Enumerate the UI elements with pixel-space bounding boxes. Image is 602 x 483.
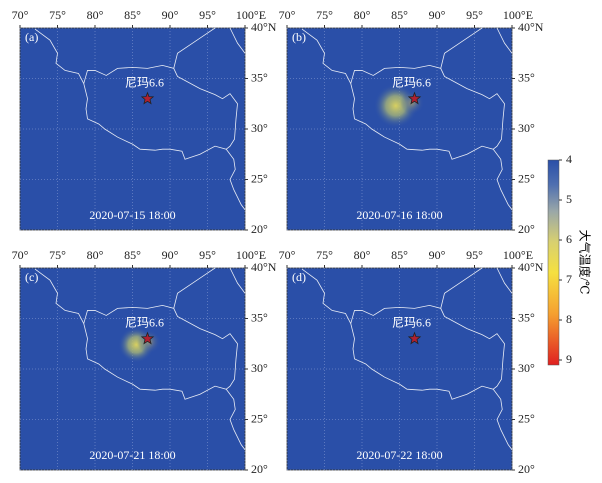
colorbar-label: 4 <box>566 152 572 166</box>
lat-label: 30° <box>518 121 535 135</box>
colorbar-title: 大气温度/℃ <box>577 230 592 295</box>
lon-label: 80° <box>87 8 104 22</box>
station-marker <box>140 331 155 345</box>
lat-label: 30° <box>518 361 535 375</box>
lon-label: 95° <box>466 248 483 262</box>
boundary <box>350 304 505 390</box>
lon-label: 85° <box>391 248 408 262</box>
lon-label: 85° <box>124 248 141 262</box>
lat-label: 20° <box>518 222 535 236</box>
date-label: 2020-07-21 18:00 <box>89 448 175 462</box>
colorbar-label: 6 <box>566 232 572 246</box>
lon-label: 70° <box>12 8 29 22</box>
lon-label: 80° <box>354 248 371 262</box>
date-label: 2020-07-16 18:00 <box>356 208 442 222</box>
lon-label: 100°E <box>236 8 266 22</box>
boundary <box>83 64 238 150</box>
lon-label: 90° <box>429 248 446 262</box>
lon-label: 90° <box>429 8 446 22</box>
lon-label: 95° <box>466 8 483 22</box>
lon-label: 90° <box>162 8 179 22</box>
boundary <box>229 267 246 294</box>
boundary <box>301 28 513 211</box>
panel-label: (d) <box>292 270 306 284</box>
lon-label: 95° <box>199 8 216 22</box>
lon-label: 75° <box>49 248 66 262</box>
lon-label: 70° <box>279 8 296 22</box>
lon-label: 70° <box>12 248 29 262</box>
lat-label: 35° <box>518 70 535 84</box>
boundary <box>440 267 483 309</box>
lat-label: 30° <box>251 121 268 135</box>
panel-label: (a) <box>25 30 38 44</box>
boundary <box>440 27 483 69</box>
lon-label: 70° <box>279 248 296 262</box>
lat-label: 25° <box>251 171 268 185</box>
station-marker <box>407 91 422 105</box>
station-label: 尼玛6.6 <box>392 75 431 89</box>
boundary <box>173 267 216 309</box>
lat-label: 20° <box>251 462 268 476</box>
lat-label: 40°N <box>251 260 277 274</box>
lon-label: 90° <box>162 248 179 262</box>
station-label: 尼玛6.6 <box>125 75 164 89</box>
lat-label: 30° <box>251 361 268 375</box>
lat-label: 35° <box>251 310 268 324</box>
boundary <box>83 304 238 390</box>
map-panel: 尼玛6.6 (a) 2020-07-15 18:00 70° 75° 80° 85° 90° 9… <box>12 8 277 236</box>
lon-label: 85° <box>124 8 141 22</box>
date-label: 2020-07-15 18:00 <box>89 208 175 222</box>
lat-label: 40°N <box>518 20 544 34</box>
lat-label: 25° <box>251 411 268 425</box>
panel-label: (b) <box>292 30 306 44</box>
lon-label: 80° <box>87 248 104 262</box>
lat-label: 20° <box>518 462 535 476</box>
date-label: 2020-07-22 18:00 <box>356 448 442 462</box>
station-label: 尼玛6.6 <box>392 315 431 329</box>
lon-label: 85° <box>391 8 408 22</box>
station-marker <box>407 331 422 345</box>
boundary <box>301 268 513 451</box>
station-marker <box>140 91 155 105</box>
colorbar-label: 5 <box>566 192 572 206</box>
lon-label: 100°E <box>503 8 533 22</box>
panel-label: (c) <box>25 270 38 284</box>
colorbar-label: 9 <box>566 352 572 366</box>
lon-label: 75° <box>316 248 333 262</box>
lon-label: 75° <box>49 8 66 22</box>
map-panel: 尼玛6.6 (d) 2020-07-22 18:00 70° 75° 80° 85° 90° 9… <box>279 248 544 476</box>
boundary <box>173 27 216 69</box>
lat-label: 40°N <box>518 260 544 274</box>
lon-label: 100°E <box>236 248 266 262</box>
lon-label: 75° <box>316 8 333 22</box>
lat-label: 25° <box>518 411 535 425</box>
colorbar-label: 8 <box>566 312 572 326</box>
boundary <box>496 27 513 54</box>
lon-label: 80° <box>354 8 371 22</box>
lon-label: 100°E <box>503 248 533 262</box>
lon-label: 95° <box>199 248 216 262</box>
boundary <box>34 268 246 451</box>
map-panel: 尼玛6.6 (c) 2020-07-21 18:00 70° 75° 80° 85° 90° 9… <box>12 248 277 476</box>
colorbar-label: 7 <box>566 272 572 286</box>
station-label: 尼玛6.6 <box>125 315 164 329</box>
lat-label: 35° <box>251 70 268 84</box>
boundary <box>496 267 513 294</box>
lat-label: 40°N <box>251 20 277 34</box>
boundary <box>229 27 246 54</box>
colorbar <box>547 159 560 366</box>
lat-label: 20° <box>251 222 268 236</box>
boundary <box>34 28 246 211</box>
lat-label: 25° <box>518 171 535 185</box>
lat-label: 35° <box>518 310 535 324</box>
map-panel: 尼玛6.6 (b) 2020-07-16 18:00 70° 75° 80° 85° 90° 9… <box>279 8 544 236</box>
boundary <box>350 64 505 150</box>
